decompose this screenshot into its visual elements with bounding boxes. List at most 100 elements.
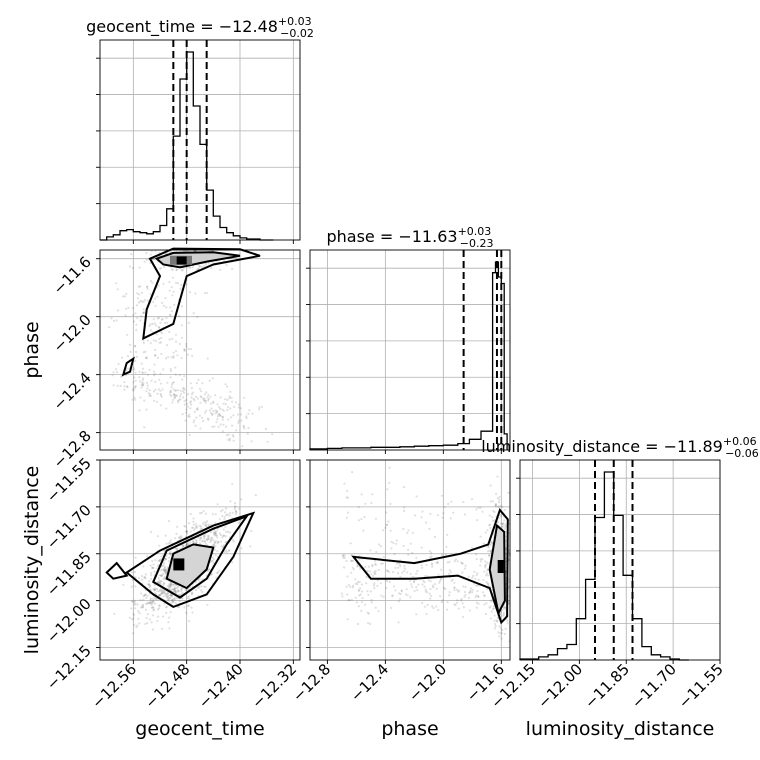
sample-point — [222, 528, 225, 531]
sample-point — [476, 584, 479, 587]
sample-point — [453, 586, 456, 589]
sample-point — [174, 598, 177, 601]
sample-point — [131, 388, 134, 391]
sample-point — [440, 494, 443, 497]
sample-point — [213, 530, 216, 534]
sample-point — [425, 521, 428, 524]
sample-point — [125, 307, 128, 310]
sample-point — [506, 619, 509, 622]
sample-point — [146, 622, 149, 625]
scatter-luminosity_distance-vs-phase — [340, 466, 511, 643]
panel-frame — [309, 459, 511, 661]
sample-point — [148, 368, 151, 371]
sample-point — [460, 599, 463, 602]
sample-point — [169, 611, 172, 614]
sample-point — [175, 281, 178, 284]
sample-point — [271, 433, 274, 436]
sample-point — [142, 300, 145, 303]
sample-point — [163, 569, 166, 573]
sample-point — [207, 393, 210, 396]
sample-point — [228, 549, 231, 552]
sample-point — [371, 565, 374, 568]
sample-point — [340, 592, 343, 595]
sample-point — [369, 570, 372, 573]
sample-point — [172, 356, 175, 359]
sample-point — [158, 341, 161, 344]
sample-point — [145, 408, 148, 411]
sample-point — [180, 356, 183, 360]
sample-point — [191, 355, 194, 358]
sample-point — [397, 566, 400, 569]
sample-point — [447, 502, 450, 506]
sample-point — [204, 542, 207, 545]
sample-point — [205, 521, 208, 524]
sample-point — [240, 419, 243, 422]
sample-point — [131, 398, 134, 401]
sample-point — [163, 591, 166, 594]
sample-point — [164, 568, 167, 571]
sample-point — [382, 595, 385, 598]
sample-point — [496, 475, 499, 478]
sample-point — [409, 572, 412, 576]
sample-point — [164, 357, 167, 360]
sample-point — [341, 595, 344, 598]
sample-point — [203, 540, 206, 544]
sample-point — [496, 620, 499, 623]
sample-point — [154, 587, 157, 590]
sample-point — [374, 562, 377, 565]
sample-point — [146, 555, 149, 558]
sample-point — [498, 495, 501, 499]
sample-point — [171, 599, 174, 602]
sample-point — [476, 590, 479, 593]
sample-point — [140, 362, 143, 365]
sample-point — [132, 313, 135, 317]
sample-point — [482, 542, 485, 545]
sample-point — [358, 594, 361, 597]
sample-point — [211, 513, 214, 516]
sample-point — [475, 601, 478, 604]
sample-point — [130, 599, 133, 603]
sample-point — [210, 402, 213, 405]
sample-point — [374, 606, 377, 609]
sample-point — [182, 396, 185, 399]
sample-point — [502, 613, 505, 616]
sample-point — [148, 394, 151, 398]
y-tick-label: −12.15 — [43, 642, 95, 694]
sample-point — [251, 412, 254, 415]
sample-point — [356, 580, 359, 584]
sample-point — [371, 493, 374, 496]
x-tick-label: −12.32 — [248, 660, 300, 712]
sample-point — [369, 590, 372, 593]
sample-point — [489, 550, 492, 553]
sample-point — [185, 543, 189, 546]
sample-point — [493, 614, 496, 617]
sample-point — [171, 276, 174, 279]
sample-point — [159, 341, 162, 344]
sample-point — [170, 594, 173, 597]
sample-point — [131, 571, 134, 574]
sample-point — [210, 412, 213, 415]
sample-point — [168, 616, 171, 619]
sample-point — [222, 534, 225, 537]
sample-point — [165, 569, 168, 572]
sample-point — [149, 597, 152, 600]
sample-point — [221, 509, 224, 512]
sample-point — [403, 565, 406, 568]
sample-point — [226, 513, 229, 516]
sample-point — [132, 612, 135, 615]
histogram-luminosity_distance — [519, 460, 689, 661]
sample-point — [172, 381, 175, 384]
sample-point — [160, 565, 163, 568]
sample-point — [170, 595, 173, 598]
sample-point — [154, 297, 157, 300]
sample-point — [195, 524, 198, 528]
sample-point — [181, 413, 184, 416]
sample-point — [157, 608, 160, 611]
sample-point — [227, 438, 230, 441]
sample-point — [487, 545, 490, 548]
y-tick-label: −11.6 — [50, 253, 95, 298]
sample-point — [211, 556, 214, 559]
sample-point — [500, 637, 503, 640]
x-axis-label: geocent_time — [135, 718, 264, 740]
sample-point — [224, 398, 227, 401]
